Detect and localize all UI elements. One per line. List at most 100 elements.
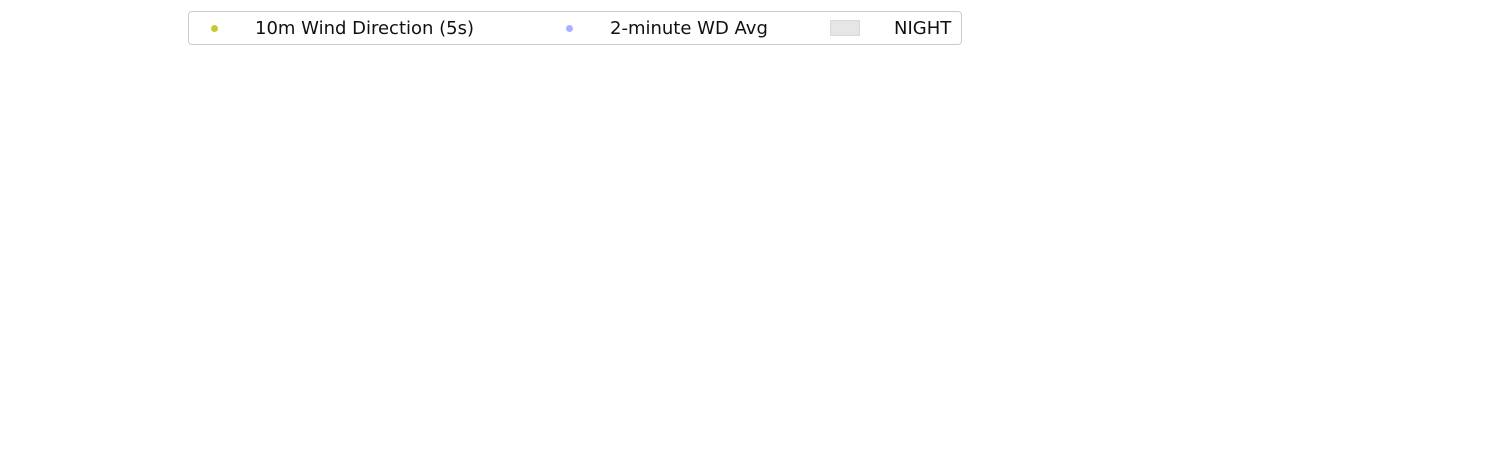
wind-direction-point xyxy=(791,262,799,270)
wind-direction-point xyxy=(1081,218,1089,226)
wind-direction-point xyxy=(342,215,350,223)
wind-direction-point xyxy=(830,244,838,252)
wd-avg-point xyxy=(482,240,492,249)
wind-direction-point xyxy=(450,215,458,223)
wind-direction-point xyxy=(817,246,825,254)
wd-avg-point xyxy=(534,233,544,242)
wind-direction-point xyxy=(957,239,965,247)
wind-direction-point xyxy=(427,234,436,242)
wind-direction-point xyxy=(713,203,721,211)
wind-direction-point xyxy=(240,211,249,219)
wind-direction-point xyxy=(294,253,302,261)
wind-direction-point xyxy=(897,265,906,273)
wind-direction-point xyxy=(543,251,551,259)
wind-direction-point xyxy=(389,229,397,237)
wd-avg-point xyxy=(786,233,795,243)
wind-direction-point xyxy=(379,255,388,263)
wind-direction-point xyxy=(423,220,431,229)
wind-direction-point xyxy=(472,239,481,247)
wd-avg-point xyxy=(532,231,542,240)
wind-direction-point xyxy=(1021,243,1029,252)
wind-direction-point xyxy=(775,247,784,255)
wind-direction-point xyxy=(773,259,781,267)
wind-direction-point xyxy=(617,232,625,241)
wd-avg-point xyxy=(711,204,721,213)
wd-avg-point xyxy=(287,248,296,258)
wind-direction-point xyxy=(881,265,890,274)
wd-avg-point xyxy=(367,241,376,251)
wind-direction-point xyxy=(773,259,781,267)
wind-direction-point xyxy=(304,222,312,230)
wind-direction-point xyxy=(721,183,729,191)
wind-direction-point xyxy=(680,192,688,200)
wind-direction-point xyxy=(307,243,315,252)
wd-avg-point xyxy=(721,188,731,198)
wind-direction-point xyxy=(583,249,591,257)
wind-direction-point xyxy=(211,244,220,253)
wd-avg-point xyxy=(709,205,718,215)
wind-direction-point xyxy=(750,234,758,242)
wind-direction-point xyxy=(1219,202,1227,211)
wind-direction-point xyxy=(200,228,208,237)
wind-direction-point xyxy=(619,200,628,208)
wind-direction-point xyxy=(972,223,980,232)
wind-direction-point xyxy=(1161,197,1169,205)
wd-avg-point xyxy=(703,205,712,214)
wind-direction-point xyxy=(1017,255,1025,264)
wind-direction-point xyxy=(300,243,308,251)
wd-avg-point xyxy=(462,235,471,245)
wind-direction-point xyxy=(1057,265,1065,274)
wind-direction-point xyxy=(201,229,209,237)
wind-direction-point xyxy=(1234,179,1242,187)
wind-direction-point xyxy=(409,253,418,261)
wind-direction-point xyxy=(522,250,530,258)
wind-direction-point xyxy=(323,227,331,236)
wind-direction-point xyxy=(758,261,766,269)
wind-direction-point xyxy=(1183,189,1191,198)
wind-direction-point xyxy=(1227,179,1235,187)
wind-direction-point xyxy=(546,209,554,218)
wd-avg-point xyxy=(583,240,592,250)
wind-direction-point xyxy=(247,238,256,246)
wind-direction-point xyxy=(253,250,262,258)
wind-direction-point xyxy=(1035,247,1043,256)
wind-direction-point xyxy=(811,246,819,254)
wind-direction-point xyxy=(272,257,280,265)
wind-direction-point xyxy=(878,262,886,270)
wind-direction-point xyxy=(869,275,877,283)
wind-direction-point xyxy=(1240,190,1248,198)
wind-direction-point xyxy=(784,228,792,236)
wind-direction-point xyxy=(761,279,769,287)
wind-direction-point xyxy=(457,239,465,247)
wind-direction-point xyxy=(711,227,719,235)
wind-direction-point xyxy=(975,233,983,242)
wind-direction-point xyxy=(241,220,250,228)
wind-direction-point xyxy=(575,262,583,270)
wd-avg-point xyxy=(585,233,594,242)
wind-direction-point xyxy=(718,193,726,201)
wind-direction-point xyxy=(406,241,414,249)
wind-direction-point xyxy=(1186,157,1194,165)
wind-direction-point xyxy=(1125,203,1133,211)
wd-avg-point xyxy=(520,249,530,259)
wd-avg-point xyxy=(348,227,357,236)
wind-direction-point xyxy=(290,243,299,251)
wind-direction-point xyxy=(616,202,624,210)
wind-direction-point xyxy=(454,243,462,251)
wind-direction-point xyxy=(600,212,608,220)
wind-direction-point xyxy=(378,230,387,238)
wind-direction-point xyxy=(952,232,960,240)
wind-direction-point xyxy=(517,265,525,273)
wind-direction-point xyxy=(584,254,592,262)
wind-direction-point xyxy=(661,190,669,198)
wind-direction-point xyxy=(592,227,601,235)
wind-direction-point xyxy=(1121,206,1129,214)
wd-avg-point xyxy=(510,257,520,266)
wd-avg-point xyxy=(631,215,640,224)
wd-avg-point xyxy=(385,248,394,257)
wd-avg-point xyxy=(278,244,288,253)
wind-direction-point xyxy=(1114,203,1122,212)
wind-direction-point xyxy=(262,222,270,230)
legend-label: 2-minute WD Avg xyxy=(610,17,768,39)
wind-direction-point xyxy=(931,240,939,249)
